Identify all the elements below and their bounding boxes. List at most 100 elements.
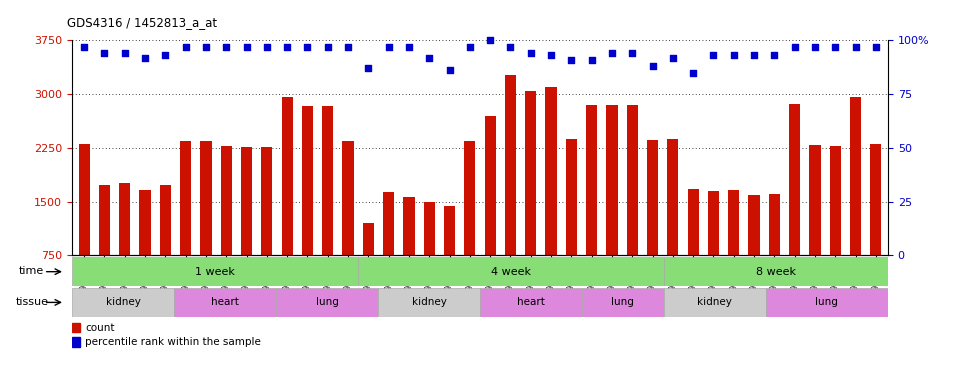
Bar xyxy=(444,206,455,255)
Bar xyxy=(829,146,841,255)
Bar xyxy=(180,141,191,255)
Point xyxy=(523,50,539,56)
Point xyxy=(787,44,803,50)
Point xyxy=(807,44,823,50)
Bar xyxy=(241,147,252,255)
Point xyxy=(828,44,843,50)
Text: GDS4316 / 1452813_a_at: GDS4316 / 1452813_a_at xyxy=(67,16,217,29)
Bar xyxy=(378,288,480,317)
Bar xyxy=(749,195,759,255)
Bar xyxy=(323,106,333,255)
Bar xyxy=(221,146,232,255)
Bar xyxy=(261,147,273,255)
Bar xyxy=(769,194,780,255)
Bar xyxy=(667,139,679,255)
Text: 4 week: 4 week xyxy=(491,266,531,277)
Point xyxy=(564,56,579,63)
Bar xyxy=(201,141,211,255)
Bar xyxy=(72,257,357,286)
Point xyxy=(848,44,863,50)
Point xyxy=(421,55,437,61)
Bar xyxy=(281,97,293,255)
Point xyxy=(341,44,356,50)
Bar xyxy=(627,105,637,255)
Text: kidney: kidney xyxy=(697,297,732,308)
Point xyxy=(604,50,619,56)
Bar xyxy=(119,183,131,255)
Point xyxy=(137,55,153,61)
Point xyxy=(117,50,132,56)
Point xyxy=(279,44,295,50)
Bar xyxy=(72,288,174,317)
Bar xyxy=(357,257,663,286)
Text: 1 week: 1 week xyxy=(195,266,235,277)
Text: lung: lung xyxy=(316,297,339,308)
Bar xyxy=(870,144,881,255)
Bar xyxy=(582,288,663,317)
Text: percentile rank within the sample: percentile rank within the sample xyxy=(85,337,261,347)
Bar xyxy=(663,257,888,286)
Point xyxy=(178,44,193,50)
Bar xyxy=(79,144,90,255)
Bar xyxy=(465,141,475,255)
Bar xyxy=(99,185,110,255)
Point xyxy=(685,70,701,76)
Bar xyxy=(766,288,888,317)
Bar xyxy=(545,87,557,255)
Bar xyxy=(789,104,801,255)
Point xyxy=(300,44,315,50)
Bar xyxy=(139,190,151,255)
Text: heart: heart xyxy=(211,297,239,308)
Point xyxy=(462,44,477,50)
Bar xyxy=(565,139,577,255)
Bar xyxy=(728,190,739,255)
Bar xyxy=(301,106,313,255)
Bar xyxy=(687,189,699,255)
Point xyxy=(503,44,518,50)
Point xyxy=(665,55,681,61)
Bar xyxy=(607,105,617,255)
Point xyxy=(726,52,741,58)
Bar xyxy=(505,75,516,255)
Point xyxy=(97,50,112,56)
Bar xyxy=(485,116,495,255)
Point xyxy=(77,44,92,50)
Point xyxy=(706,52,721,58)
Bar xyxy=(525,91,537,255)
Point xyxy=(401,44,417,50)
Bar xyxy=(586,105,597,255)
Point xyxy=(199,44,214,50)
Point xyxy=(483,37,498,43)
Bar xyxy=(647,140,659,255)
Bar xyxy=(174,288,276,317)
Text: kidney: kidney xyxy=(412,297,446,308)
Bar xyxy=(403,197,415,255)
Point xyxy=(645,63,660,69)
Point xyxy=(625,50,640,56)
Bar xyxy=(708,191,719,255)
Text: lung: lung xyxy=(612,297,635,308)
Point xyxy=(259,44,275,50)
Text: 8 week: 8 week xyxy=(756,266,796,277)
Text: time: time xyxy=(19,266,44,276)
Bar xyxy=(383,192,395,255)
Point xyxy=(157,52,173,58)
Point xyxy=(239,44,254,50)
Bar xyxy=(72,338,81,346)
Point xyxy=(584,56,599,63)
Text: kidney: kidney xyxy=(106,297,140,308)
Bar xyxy=(480,288,582,317)
Bar xyxy=(850,97,861,255)
Bar xyxy=(72,323,81,332)
Point xyxy=(219,44,234,50)
Point xyxy=(868,44,883,50)
Point xyxy=(442,67,457,73)
Bar xyxy=(363,223,374,255)
Point xyxy=(746,52,761,58)
Point xyxy=(320,44,335,50)
Bar xyxy=(809,145,821,255)
Point xyxy=(361,65,376,71)
Text: lung: lung xyxy=(815,297,838,308)
Text: tissue: tissue xyxy=(15,297,48,307)
Bar xyxy=(663,288,766,317)
